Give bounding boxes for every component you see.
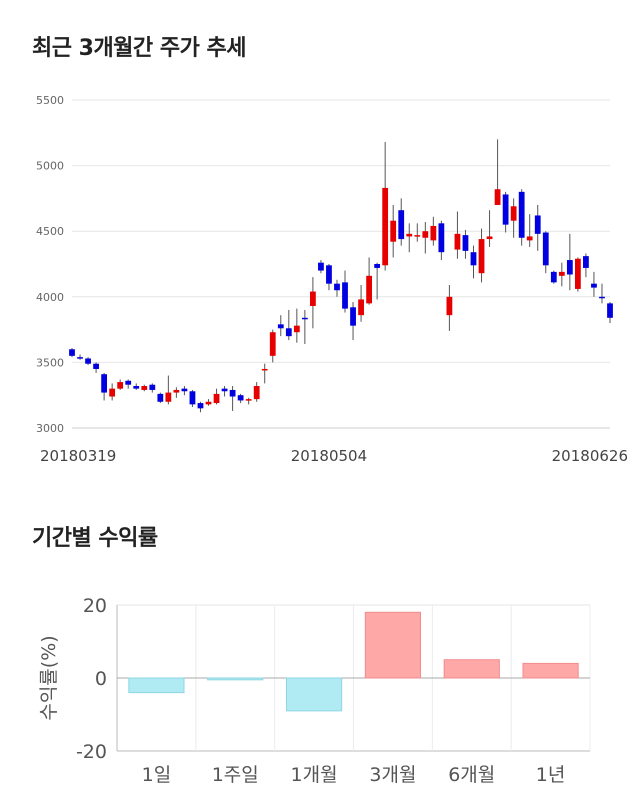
return-bar — [522, 662, 579, 679]
candle-body — [350, 307, 356, 326]
x-tick-label: 20180504 — [291, 447, 367, 465]
candle-body — [318, 262, 324, 271]
return-bar — [364, 611, 422, 679]
candle-body — [117, 382, 124, 389]
y-tick-label: 20 — [83, 595, 107, 617]
candle-body — [414, 235, 421, 237]
candle-body — [165, 392, 172, 402]
candle-body — [77, 357, 83, 359]
candle-body — [470, 252, 477, 266]
candle-body — [398, 210, 405, 240]
x-tick-label: 6개월 — [448, 764, 495, 786]
x-tick-label: 20180626 — [552, 447, 628, 465]
x-tick-label: 20180319 — [40, 447, 116, 465]
candle-body — [462, 235, 469, 251]
x-tick-label: 1년 — [536, 764, 566, 786]
y-tick-label: 0 — [95, 668, 107, 690]
y-tick-label: 3500 — [36, 356, 64, 369]
candle-body — [277, 324, 284, 329]
candle-body — [510, 206, 517, 221]
candle-body — [157, 393, 164, 402]
candle-body — [221, 388, 228, 392]
candle-body — [542, 232, 549, 266]
candle-body — [502, 194, 509, 225]
x-tick-label: 1일 — [142, 764, 172, 786]
candle-body — [534, 215, 541, 234]
return-bar — [128, 677, 185, 694]
candle-body — [518, 191, 525, 238]
candle-body — [213, 393, 220, 404]
candle-body — [301, 317, 308, 320]
candle-body — [101, 374, 108, 393]
y-tick-label: 4500 — [36, 225, 64, 238]
candle-body — [591, 283, 597, 288]
x-tick-label: 1개월 — [291, 764, 338, 786]
candle-body — [334, 283, 340, 291]
candle-body — [430, 225, 437, 241]
return-bar — [443, 659, 500, 679]
candle-body — [133, 386, 140, 389]
candle-body — [173, 389, 180, 393]
candle-body — [293, 325, 300, 333]
candle-body — [374, 264, 381, 268]
candle-body — [181, 388, 188, 392]
candle-body — [574, 258, 581, 289]
x-tick-label: 1주일 — [212, 764, 259, 786]
candle-body — [253, 386, 260, 400]
candle-body — [478, 239, 485, 274]
y-axis-label: 수익률(%) — [38, 635, 60, 720]
candle-body — [550, 271, 557, 283]
candle-body — [422, 231, 429, 238]
price-trend-title: 최근 3개월간 주가 추세 — [32, 36, 246, 61]
candle-body — [285, 328, 292, 337]
candle-body — [607, 303, 613, 318]
candle-body — [237, 395, 244, 401]
candle-body — [583, 256, 589, 268]
candle-body — [566, 260, 573, 275]
y-tick-label: 3000 — [36, 422, 64, 435]
candle-body — [438, 223, 445, 253]
candle-body — [245, 399, 252, 401]
y-tick-label: 5000 — [36, 160, 64, 173]
candle-body — [486, 236, 493, 240]
returns-title: 기간별 수익률 — [32, 526, 158, 551]
candle-body — [599, 296, 605, 299]
candle-body — [326, 265, 332, 284]
candle-body — [310, 291, 316, 306]
candle-body — [366, 275, 372, 304]
candle-body — [446, 296, 453, 316]
candle-body — [261, 368, 268, 371]
candle-body — [229, 389, 236, 397]
candle-body — [558, 271, 565, 276]
candle-body — [205, 401, 212, 405]
candlestick-chart: 3000 3500 4000 4500 5000 5500 20180319 20180504… — [36, 94, 628, 465]
candle-body — [526, 236, 533, 241]
return-bar — [207, 677, 264, 681]
candle-body — [269, 332, 276, 356]
candle-body — [85, 358, 91, 364]
x-tick-label: 3개월 — [369, 764, 416, 786]
candle-body — [125, 380, 132, 385]
candle-body — [149, 384, 156, 390]
candle-body — [69, 349, 75, 356]
candle-body — [494, 189, 501, 205]
candle-body — [342, 282, 348, 309]
candle-body — [454, 233, 461, 250]
candle-body — [406, 233, 413, 237]
y-tick-label: -20 — [76, 741, 107, 763]
candle-body — [358, 299, 364, 316]
y-tick-label: 5500 — [36, 94, 64, 107]
candle-body — [382, 187, 389, 266]
return-bar — [285, 677, 343, 712]
y-tick-label: 4000 — [36, 291, 64, 304]
candle-body — [109, 388, 116, 397]
candle-body — [189, 391, 196, 405]
candle-body — [93, 363, 99, 369]
candle-body — [197, 403, 204, 409]
candle-body — [390, 220, 397, 242]
candle-body — [141, 386, 148, 390]
